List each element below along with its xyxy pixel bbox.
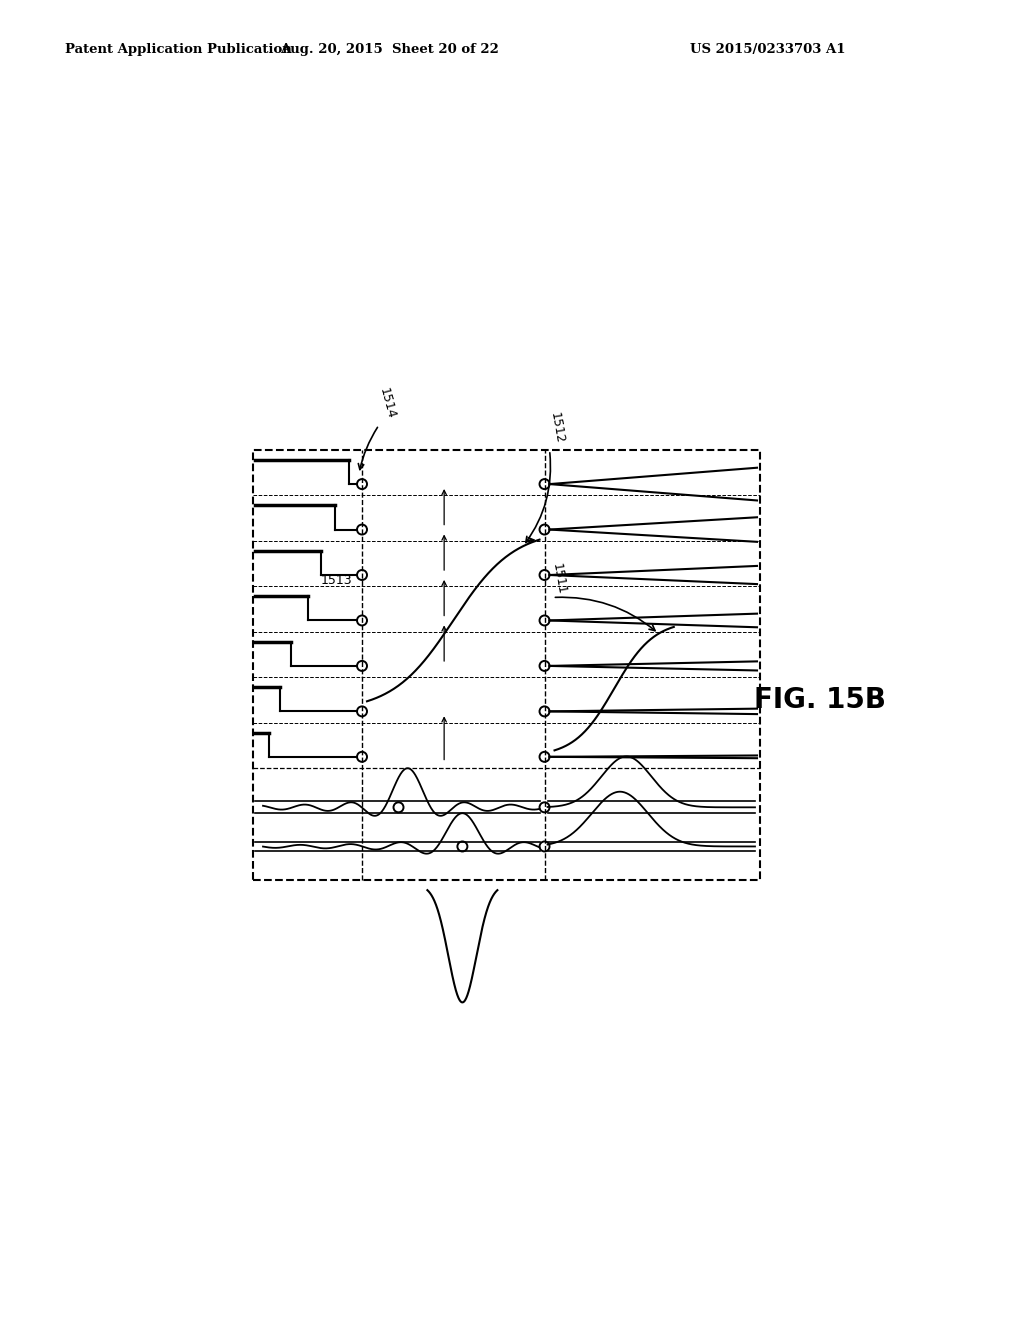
Text: Aug. 20, 2015  Sheet 20 of 22: Aug. 20, 2015 Sheet 20 of 22 xyxy=(281,44,500,57)
Text: 1512: 1512 xyxy=(548,412,566,445)
Text: 1514: 1514 xyxy=(377,385,397,420)
Text: US 2015/0233703 A1: US 2015/0233703 A1 xyxy=(690,44,846,57)
Text: Patent Application Publication: Patent Application Publication xyxy=(65,44,292,57)
Text: FIG. 15B: FIG. 15B xyxy=(754,686,886,714)
Text: 1511: 1511 xyxy=(550,562,568,595)
Text: 1513: 1513 xyxy=(321,573,352,586)
